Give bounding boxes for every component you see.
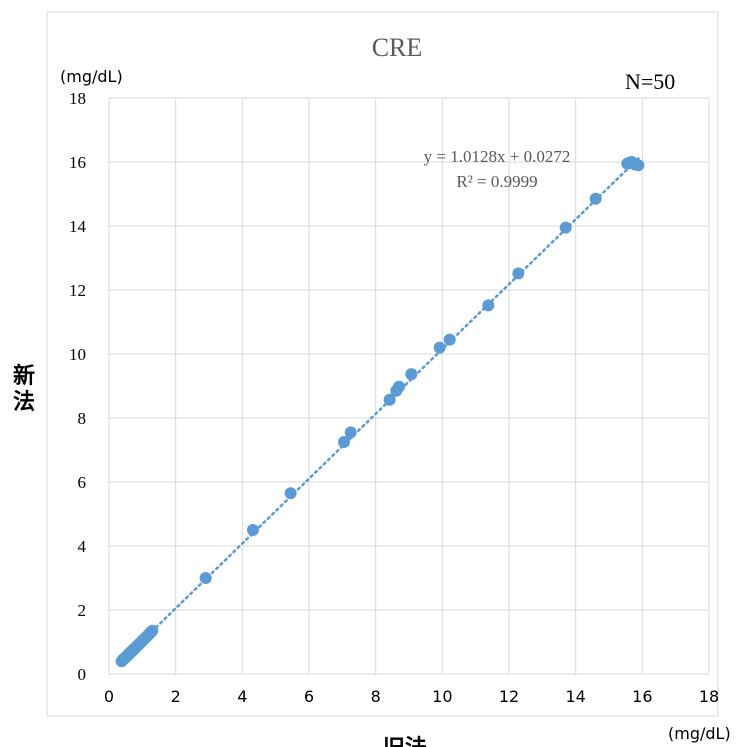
y-tick-label: 0 [78, 665, 87, 684]
x-tick-label: 16 [632, 687, 652, 706]
data-point [589, 192, 602, 205]
data-point [383, 393, 396, 406]
y-axis-title: 新法 [13, 363, 35, 415]
data-point [559, 221, 572, 234]
trendline-r-squared: R² = 0.9999 [456, 172, 537, 191]
data-point [443, 333, 456, 346]
x-tick-label: 4 [237, 687, 247, 706]
data-point [393, 380, 405, 393]
x-tick-labels: 0 2 4 6 8 10 12 14 16 18 [104, 687, 719, 706]
x-tick-label: 18 [699, 687, 719, 706]
gridlines [108, 97, 710, 675]
data-point [433, 341, 446, 354]
x-unit-label: (mg/dL) [668, 724, 731, 743]
y-tick-label: 6 [78, 473, 87, 492]
data-point [405, 368, 418, 381]
y-tick-label: 10 [69, 345, 86, 364]
chart-border [46, 11, 719, 717]
data-points [115, 156, 645, 668]
x-tick-label: 8 [371, 687, 381, 706]
x-axis-title: 旧法 [383, 736, 427, 747]
y-axis-title-char: 法 [13, 390, 35, 415]
data-point [482, 299, 495, 312]
data-point [284, 487, 297, 500]
y-tick-label: 8 [78, 409, 87, 428]
x-tick-label: 12 [499, 687, 519, 706]
trendline-equation: y = 1.0128x + 0.0272 [424, 147, 571, 166]
data-point [247, 524, 259, 536]
y-tick-label: 18 [69, 89, 86, 108]
data-point [146, 624, 159, 637]
y-tick-label: 12 [69, 281, 86, 300]
data-point [199, 572, 212, 584]
x-tick-label: 14 [565, 687, 585, 706]
x-tick-label: 10 [432, 687, 452, 706]
x-tick-label: 6 [304, 687, 314, 706]
y-tick-label: 14 [69, 217, 87, 236]
data-point [344, 426, 357, 439]
data-point [338, 436, 350, 448]
y-tick-label: 16 [69, 153, 86, 172]
y-tick-label: 2 [78, 601, 87, 620]
y-tick-labels: 0 2 4 6 8 10 12 14 16 18 [69, 89, 87, 684]
y-axis-title-char: 新 [13, 363, 35, 389]
x-tick-label: 0 [104, 687, 114, 706]
y-unit-label: (mg/dL) [60, 67, 123, 86]
n-label: N=50 [625, 69, 675, 94]
data-point [512, 267, 525, 280]
x-tick-label: 2 [171, 687, 181, 706]
data-point [632, 159, 645, 172]
y-tick-label: 4 [78, 537, 87, 556]
chart-title: CRE [372, 33, 423, 62]
